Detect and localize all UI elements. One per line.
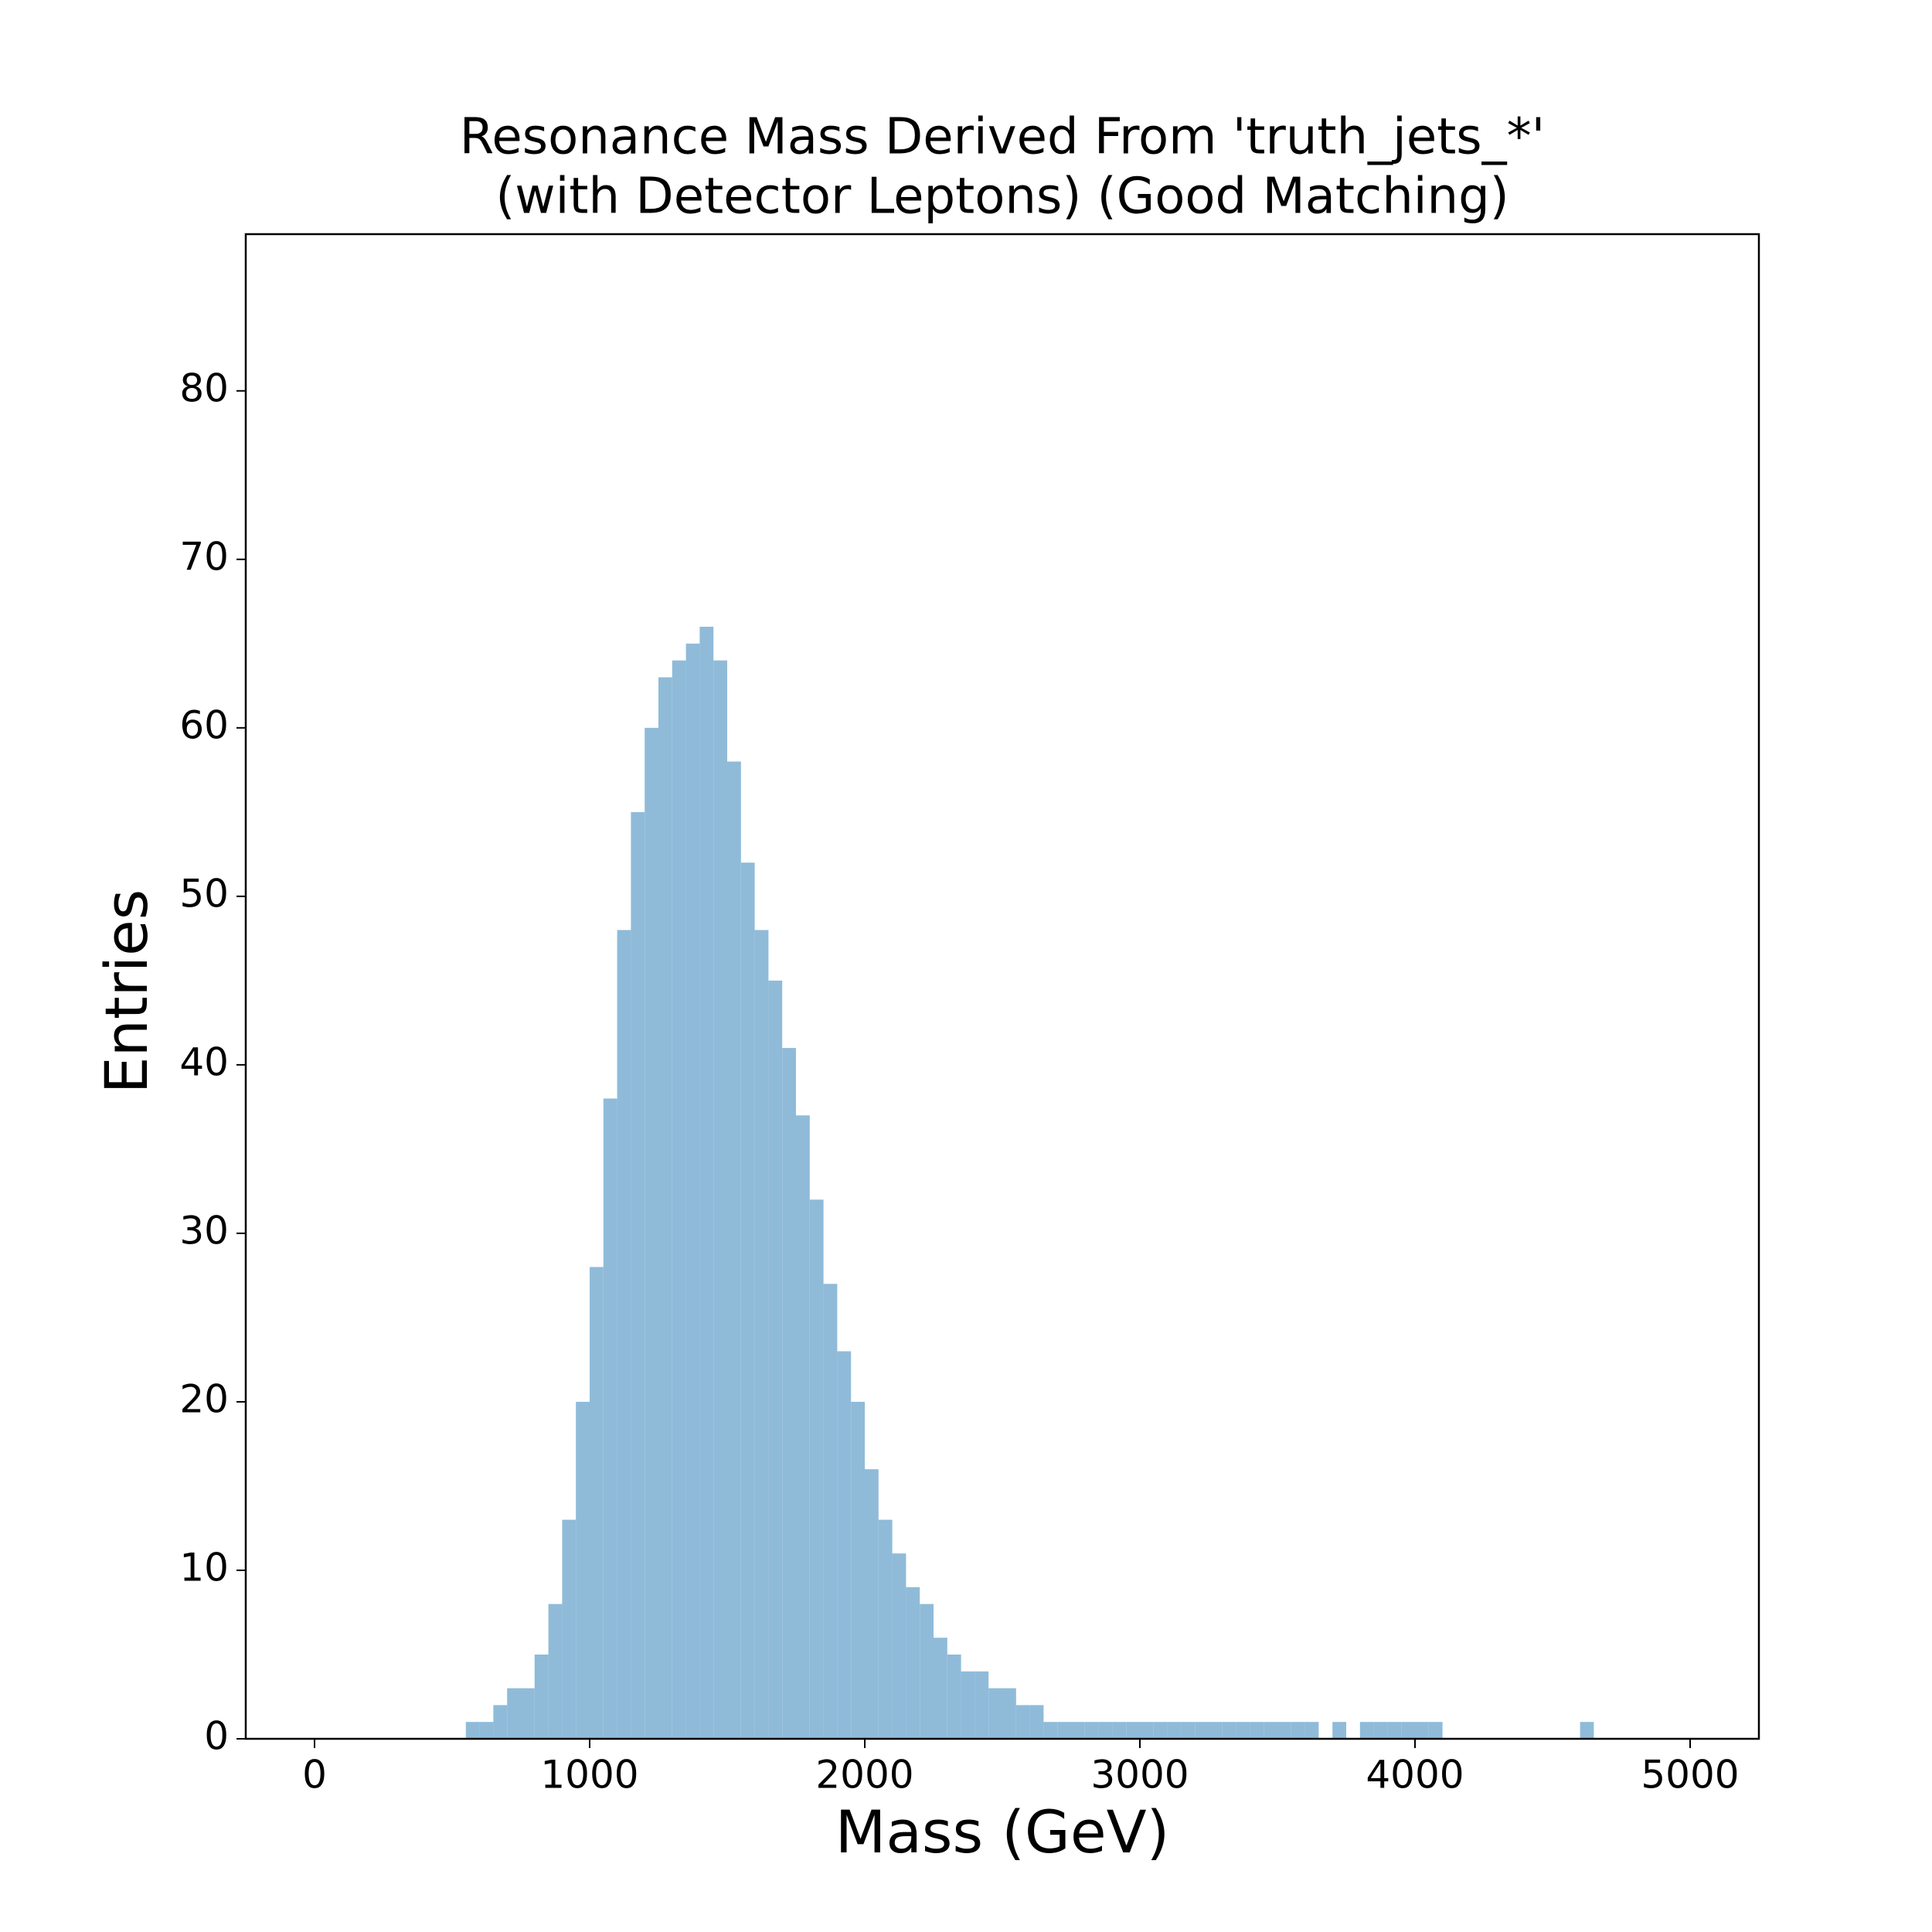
bar: [1181, 1722, 1196, 1739]
bar: [617, 930, 631, 1739]
bar: [754, 930, 769, 1739]
bar: [534, 1654, 549, 1739]
y-tick-label: 70: [179, 534, 229, 579]
x-tick-label: 0: [302, 1753, 327, 1798]
bar: [1084, 1722, 1099, 1739]
x-tick-label: 3000: [1090, 1753, 1189, 1798]
bar: [1029, 1705, 1044, 1739]
bar: [1167, 1722, 1182, 1739]
bar: [685, 643, 700, 1739]
y-tick-label: 10: [179, 1545, 229, 1590]
bar: [590, 1267, 604, 1739]
bar: [947, 1654, 961, 1739]
y-axis-label: Entries: [92, 889, 161, 1094]
bar: [521, 1688, 535, 1739]
bar: [906, 1587, 920, 1739]
bar: [865, 1469, 879, 1739]
bar: [631, 811, 645, 1739]
bar: [920, 1604, 934, 1739]
bar: [796, 1115, 810, 1739]
y-tick-label: 30: [179, 1208, 229, 1253]
bar: [1140, 1722, 1154, 1739]
bar: [975, 1671, 989, 1739]
bar: [1415, 1722, 1429, 1739]
bar: [823, 1284, 838, 1739]
bar: [1401, 1722, 1415, 1739]
bar: [851, 1401, 865, 1739]
bar: [1291, 1722, 1305, 1739]
bar: [713, 660, 727, 1739]
bar: [1098, 1722, 1113, 1739]
bar: [548, 1604, 563, 1739]
bar: [1264, 1722, 1277, 1739]
bar: [1043, 1722, 1058, 1739]
bar: [1126, 1722, 1140, 1739]
bar: [1195, 1722, 1209, 1739]
x-tick-label: 1000: [540, 1753, 638, 1798]
bar: [892, 1553, 906, 1739]
bar: [1057, 1722, 1071, 1739]
bar: [1071, 1722, 1085, 1739]
y-tick-label: 0: [204, 1714, 229, 1759]
y-tick-label: 80: [179, 366, 229, 410]
bar: [809, 1199, 824, 1739]
bar: [479, 1722, 494, 1739]
bar: [1153, 1722, 1168, 1739]
bar: [878, 1519, 893, 1739]
bar: [507, 1688, 521, 1739]
bar: [562, 1519, 577, 1739]
bar: [1209, 1722, 1223, 1739]
bar: [1277, 1722, 1291, 1739]
bar: [1250, 1722, 1264, 1739]
bar: [837, 1351, 852, 1739]
bar: [768, 980, 783, 1739]
y-tick-label: 60: [179, 702, 229, 747]
x-tick-label: 4000: [1366, 1753, 1464, 1798]
bar: [727, 761, 741, 1739]
bar: [1304, 1722, 1319, 1739]
bar: [658, 677, 672, 1740]
bar: [782, 1048, 796, 1739]
bar: [1332, 1722, 1346, 1739]
bar: [1428, 1722, 1443, 1739]
y-tick-label: 20: [179, 1376, 229, 1421]
x-tick-label: 2000: [815, 1753, 913, 1798]
bar: [603, 1098, 617, 1739]
bar: [1002, 1688, 1016, 1739]
bar: [493, 1705, 508, 1739]
y-tick-label: 50: [179, 871, 229, 916]
bar: [1112, 1722, 1127, 1739]
bar: [740, 862, 755, 1739]
bar: [672, 660, 686, 1739]
bar: [1580, 1722, 1594, 1739]
x-tick-label: 5000: [1641, 1753, 1739, 1798]
bar: [961, 1671, 975, 1739]
bar: [1015, 1705, 1030, 1739]
bar: [645, 727, 658, 1739]
chart-title: Resonance Mass Derived From 'truth_jets_…: [460, 109, 1545, 166]
bar: [1359, 1722, 1374, 1739]
bar: [1222, 1722, 1236, 1739]
bar: [465, 1722, 480, 1739]
bar: [1373, 1722, 1388, 1739]
bar: [988, 1688, 1002, 1739]
plot-frame: [244, 233, 1760, 1740]
x-axis-label: Mass (GeV): [835, 1798, 1169, 1866]
bar: [699, 627, 714, 1739]
y-tick-label: 40: [179, 1039, 229, 1084]
bar: [934, 1638, 947, 1739]
bar: [576, 1401, 590, 1739]
bar: [1236, 1722, 1250, 1739]
chart-title: (with Detector Leptons) (Good Matching): [495, 168, 1509, 226]
bar: [1387, 1722, 1402, 1739]
